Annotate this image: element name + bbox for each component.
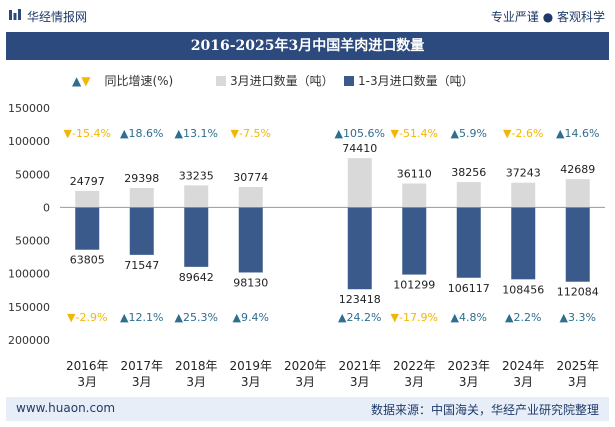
ytd-value-label: 71547: [124, 259, 159, 272]
ytd-bar: [565, 207, 590, 282]
x-tick-label: 2021年 3月: [338, 359, 381, 389]
ytd-value-label: 63805: [70, 254, 105, 267]
y-tick-label: 0: [43, 201, 50, 214]
x-tick-label: 2017年 3月: [120, 359, 163, 389]
legend-ytd: 1-3月进口数量（吨）: [344, 72, 474, 89]
growth-label: ▲18.6%: [120, 127, 163, 140]
ytd-bar: [347, 207, 372, 290]
growth-label: ▼-2.6%: [503, 127, 543, 140]
chart-area: 150000 100000 50000 0 50000 100000 150000 20000…: [8, 102, 605, 389]
ytd-value-label: 98130: [233, 276, 268, 289]
march-value-label: 24797: [70, 175, 105, 188]
x-tick-label: 2025年 3月: [556, 359, 599, 389]
ytd-value-label: 106117: [448, 282, 490, 295]
ytd-bar: [238, 207, 263, 273]
legend-up-triangle-icon: ▲: [72, 73, 82, 88]
ytd-value-label: 123418: [339, 293, 381, 306]
growth-label: ▼-51.4%: [391, 127, 438, 140]
march-bar: [511, 182, 536, 208]
march-bar: [129, 187, 154, 208]
x-tick-label: 2023年 3月: [447, 359, 490, 389]
growth-label: ▼-7.5%: [231, 127, 271, 140]
growth-label: ▲25.3%: [175, 311, 218, 324]
march-bar: [184, 185, 209, 208]
legend-march-swatch: [216, 75, 226, 86]
legend-march: 3月进口数量（吨）: [216, 72, 334, 89]
legend-growth: ▲ ▼ 同比增速(%): [72, 72, 173, 89]
march-bar: [402, 183, 427, 208]
growth-label: ▲3.3%: [560, 311, 596, 324]
legend-down-triangle-icon: ▼: [81, 73, 91, 88]
legend-growth-label: 同比增速(%): [104, 74, 174, 88]
growth-label: ▲2.2%: [505, 311, 541, 324]
ytd-bar: [456, 207, 481, 278]
march-value-label: 29398: [124, 172, 159, 185]
growth-label: ▼-17.9%: [391, 311, 438, 324]
march-bar: [565, 179, 590, 208]
chart-title: 2016-2025年3月中国羊肉进口数量: [6, 32, 609, 60]
x-tick-label: 2024年 3月: [502, 359, 545, 389]
march-value-label: 33235: [179, 169, 214, 182]
legend: ▲ ▼ 同比增速(%) 3月进口数量（吨） 1-3月进口数量（吨）: [0, 70, 615, 90]
march-bar: [456, 182, 481, 208]
x-tick-label: 2022年 3月: [393, 359, 436, 389]
ytd-bar: [75, 207, 100, 250]
growth-label: ▲12.1%: [120, 311, 163, 324]
logo-icon: [9, 9, 21, 20]
ytd-value-label: 112084: [557, 286, 599, 299]
y-tick-label: 200000: [8, 334, 50, 347]
growth-label: ▲13.1%: [175, 127, 218, 140]
ytd-bar: [129, 207, 154, 255]
site-name: 华经情报网: [27, 10, 88, 24]
y-tick-label: 100000: [8, 268, 50, 281]
growth-label: ▼-2.9%: [67, 311, 107, 324]
x-tick-label: 2016年 3月: [66, 359, 109, 389]
y-tick-label: 150000: [8, 102, 50, 115]
ytd-value-label: 89642: [179, 271, 214, 284]
ytd-value-label: 101299: [393, 279, 435, 292]
march-bar: [75, 190, 100, 208]
y-tick-label: 100000: [8, 135, 50, 148]
x-tick-label: 2020年 3月: [284, 359, 327, 389]
legend-ytd-label: 1-3月进口数量（吨）: [358, 74, 474, 88]
growth-label: ▲9.4%: [233, 311, 269, 324]
growth-label: ▲5.9%: [451, 127, 487, 140]
march-value-label: 74410: [342, 142, 377, 155]
y-tick-label: 150000: [8, 301, 50, 314]
footer-website: www.huaon.com: [16, 401, 116, 415]
march-bar: [238, 187, 263, 208]
march-value-label: 36110: [397, 167, 432, 180]
y-tick-label: 50000: [15, 168, 50, 181]
march-value-label: 38256: [451, 166, 486, 179]
growth-label: ▲24.2%: [338, 311, 381, 324]
footer-source: 数据来源：中国海关，华经产业研究院整理: [370, 403, 599, 417]
legend-ytd-swatch: [344, 75, 354, 86]
x-tick-label: 2018年 3月: [175, 359, 218, 389]
growth-label: ▼-15.4%: [64, 127, 111, 140]
growth-label: ▲14.6%: [556, 127, 599, 140]
march-bar: [347, 158, 372, 208]
march-value-label: 42689: [560, 163, 595, 176]
ytd-bar: [511, 207, 536, 280]
ytd-bar: [184, 207, 209, 267]
legend-march-label: 3月进口数量（吨）: [230, 74, 334, 88]
footer: www.huaon.com 数据来源：中国海关，华经产业研究院整理: [6, 397, 609, 421]
march-value-label: 30774: [233, 171, 268, 184]
y-tick-label: 50000: [15, 235, 50, 248]
ytd-bar: [402, 207, 427, 275]
tagline: 专业严谨 ● 客观科学: [490, 10, 605, 24]
growth-label: ▲4.8%: [451, 311, 487, 324]
x-tick-label: 2019年 3月: [229, 359, 272, 389]
march-value-label: 37243: [506, 167, 541, 180]
growth-label: ▲105.6%: [335, 127, 385, 140]
top-bar: 华经情报网 专业严谨 ● 客观科学: [0, 0, 615, 32]
ytd-value-label: 108456: [502, 283, 544, 296]
